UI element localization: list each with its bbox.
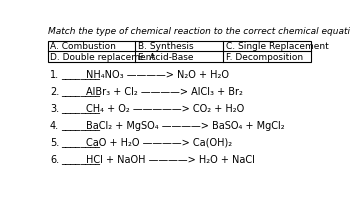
Text: 3.: 3.: [50, 104, 59, 114]
Text: NH₄NO₃ ————> N₂O + H₂O: NH₄NO₃ ————> N₂O + H₂O: [86, 70, 229, 80]
Text: E. Acid-Base: E. Acid-Base: [138, 53, 193, 62]
Text: ________: ________: [61, 87, 100, 97]
Text: 5.: 5.: [50, 138, 59, 148]
Text: ________: ________: [61, 138, 100, 148]
Text: ________: ________: [61, 104, 100, 114]
Text: ________: ________: [61, 121, 100, 131]
Text: CaO + H₂O ————> Ca(OH)₂: CaO + H₂O ————> Ca(OH)₂: [86, 138, 232, 148]
Text: C. Single Replacement: C. Single Replacement: [226, 42, 328, 51]
Text: HCl + NaOH ————> H₂O + NaCl: HCl + NaOH ————> H₂O + NaCl: [86, 154, 255, 164]
Text: ________: ________: [61, 70, 100, 80]
Text: A. Combustion: A. Combustion: [50, 42, 116, 51]
Bar: [48, 41, 311, 62]
Text: 4.: 4.: [50, 121, 59, 131]
Text: 6.: 6.: [50, 154, 59, 164]
Text: CH₄ + O₂ —————> CO₂ + H₂O: CH₄ + O₂ —————> CO₂ + H₂O: [86, 104, 245, 114]
Text: 1.: 1.: [50, 70, 59, 80]
Text: 2.: 2.: [50, 87, 59, 97]
Text: BaCl₂ + MgSO₄ ————> BaSO₄ + MgCl₂: BaCl₂ + MgSO₄ ————> BaSO₄ + MgCl₂: [86, 121, 285, 131]
Text: ________: ________: [61, 154, 100, 164]
Text: AlBr₃ + Cl₂ ————> AlCl₃ + Br₂: AlBr₃ + Cl₂ ————> AlCl₃ + Br₂: [86, 87, 243, 97]
Text: F. Decomposition: F. Decomposition: [226, 53, 303, 62]
Text: B. Synthesis: B. Synthesis: [138, 42, 194, 51]
Text: Match the type of chemical reaction to the correct chemical equation:: Match the type of chemical reaction to t…: [48, 28, 350, 36]
Text: D. Double replacement: D. Double replacement: [50, 53, 155, 62]
